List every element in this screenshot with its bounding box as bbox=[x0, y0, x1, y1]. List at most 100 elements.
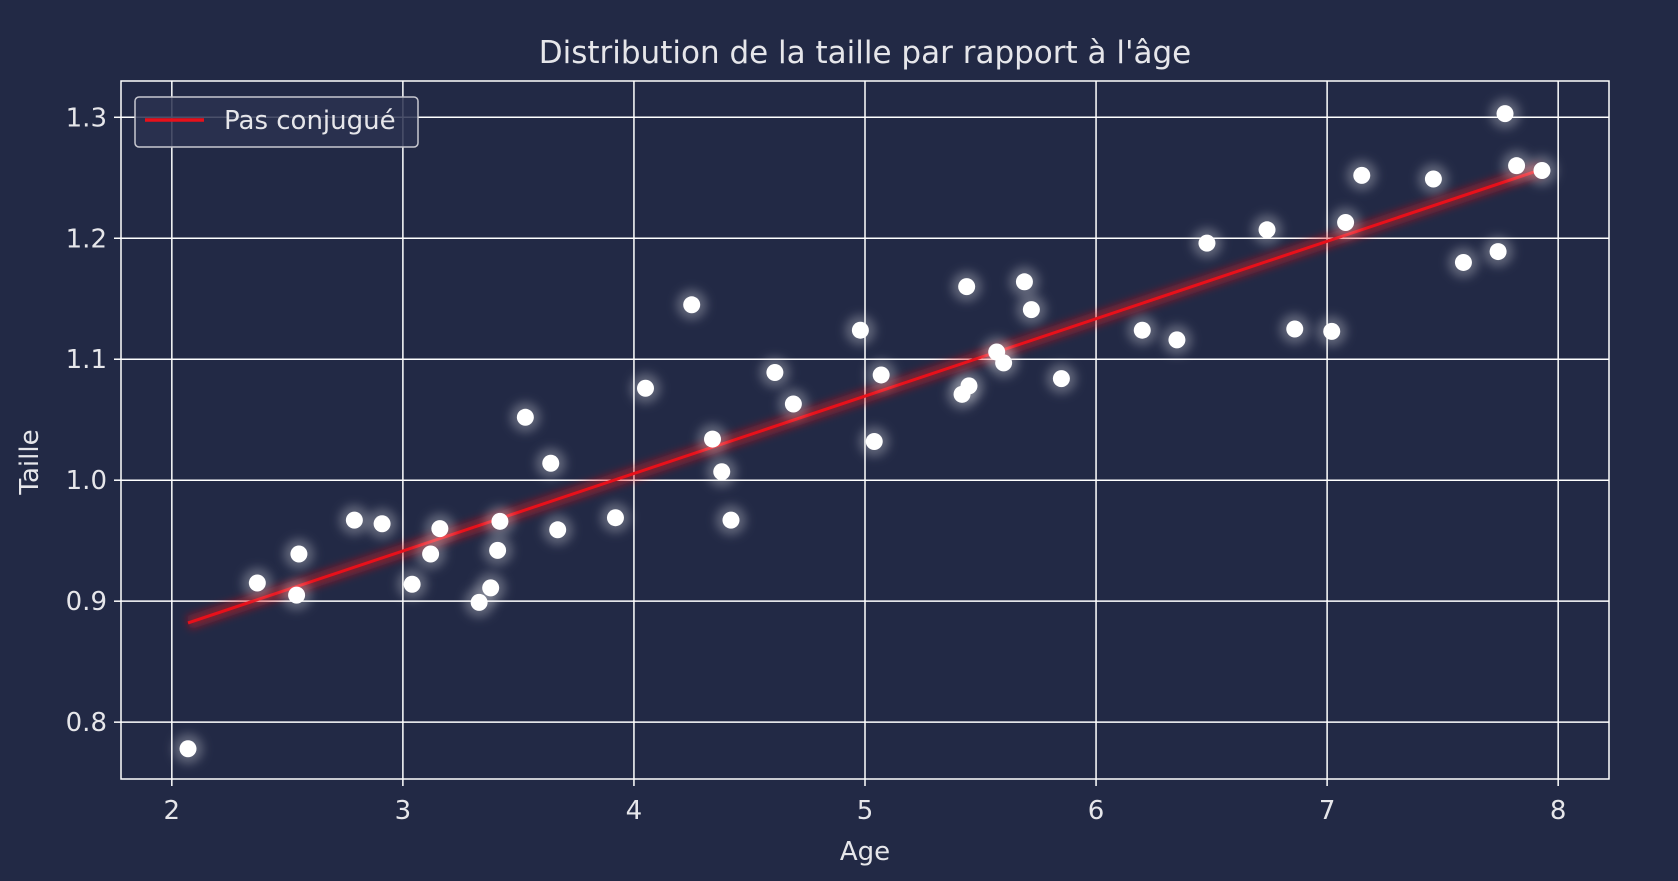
data-point bbox=[484, 506, 515, 537]
data-point-dot bbox=[403, 575, 421, 593]
data-point bbox=[859, 426, 890, 457]
data-point-dot bbox=[431, 520, 449, 538]
data-point-dot bbox=[636, 379, 654, 397]
data-point-dot bbox=[704, 430, 722, 448]
data-point bbox=[759, 357, 790, 388]
data-point bbox=[1316, 316, 1347, 347]
data-point-dot bbox=[549, 521, 567, 539]
data-point-dot bbox=[542, 454, 560, 472]
data-point-dot bbox=[288, 586, 306, 604]
data-point-dot bbox=[1508, 157, 1526, 175]
data-point bbox=[676, 289, 707, 320]
data-point bbox=[697, 424, 728, 455]
data-point-dot bbox=[1353, 166, 1371, 184]
data-point-dot bbox=[722, 511, 740, 529]
data-point bbox=[1046, 363, 1077, 394]
data-point-dot bbox=[1258, 221, 1276, 239]
data-point bbox=[706, 456, 737, 487]
fit-line-layer bbox=[185, 162, 1545, 630]
data-point-dot bbox=[1133, 321, 1151, 339]
data-point bbox=[1448, 247, 1479, 278]
x-tick-label: 6 bbox=[1088, 796, 1105, 826]
y-tick-label: 1.3 bbox=[66, 103, 107, 133]
legend-label: Pas conjugué bbox=[224, 106, 396, 136]
y-axis-label: Taille bbox=[15, 429, 45, 495]
data-point bbox=[475, 572, 506, 603]
data-point-dot bbox=[713, 463, 731, 481]
data-point bbox=[1501, 150, 1532, 181]
data-point bbox=[1016, 294, 1047, 325]
data-point bbox=[397, 569, 428, 600]
data-point bbox=[1279, 313, 1310, 344]
points-layer bbox=[173, 98, 1557, 764]
data-point bbox=[535, 448, 566, 479]
data-point bbox=[339, 505, 370, 536]
data-point-dot bbox=[1323, 322, 1341, 340]
data-point bbox=[1161, 324, 1192, 355]
data-point bbox=[951, 271, 982, 302]
data-point bbox=[1330, 207, 1361, 238]
data-point-dot bbox=[422, 545, 440, 563]
y-axis-ticks: 0.8 0.9 1.0 1.1 1.2 1.3 bbox=[66, 103, 121, 738]
data-point bbox=[600, 502, 631, 533]
data-point-dot bbox=[1168, 331, 1186, 349]
data-point bbox=[281, 580, 312, 611]
x-tick-label: 7 bbox=[1319, 796, 1336, 826]
x-tick-label: 4 bbox=[626, 796, 643, 826]
data-point-dot bbox=[489, 541, 507, 559]
data-point bbox=[845, 315, 876, 346]
data-point bbox=[1127, 315, 1158, 346]
data-point bbox=[173, 733, 204, 764]
data-point-dot bbox=[1489, 243, 1507, 261]
data-point-dot bbox=[1424, 170, 1442, 188]
legend: Pas conjugué bbox=[134, 96, 419, 148]
data-point bbox=[953, 370, 984, 401]
chart-title: Distribution de la taille par rapport à … bbox=[539, 35, 1192, 71]
data-point bbox=[866, 359, 897, 390]
data-point-dot bbox=[345, 511, 363, 529]
data-point bbox=[1483, 236, 1514, 267]
grid bbox=[121, 81, 1609, 779]
data-point bbox=[1526, 155, 1557, 186]
data-point-dot bbox=[851, 321, 869, 339]
x-tick-label: 8 bbox=[1550, 796, 1567, 826]
data-point bbox=[988, 347, 1019, 378]
data-point bbox=[367, 508, 398, 539]
data-point bbox=[424, 513, 455, 544]
data-point-dot bbox=[179, 740, 197, 758]
legend-box bbox=[134, 96, 419, 148]
data-point bbox=[1418, 163, 1449, 194]
data-point-dot bbox=[290, 545, 308, 563]
data-point-dot bbox=[1052, 370, 1070, 388]
fit-line bbox=[187, 167, 1543, 625]
data-point bbox=[283, 538, 314, 569]
data-point-dot bbox=[373, 515, 391, 533]
data-point-dot bbox=[1533, 162, 1551, 180]
data-point bbox=[242, 568, 273, 599]
data-point-dot bbox=[960, 377, 978, 395]
data-point-dot bbox=[1337, 214, 1355, 232]
data-point-dot bbox=[1022, 301, 1040, 319]
data-point bbox=[510, 402, 541, 433]
data-point-dot bbox=[766, 364, 784, 382]
data-point-dot bbox=[491, 512, 509, 530]
data-point bbox=[1346, 160, 1377, 191]
data-point-dot bbox=[958, 278, 976, 296]
y-tick-label: 0.9 bbox=[66, 587, 107, 617]
data-point bbox=[542, 514, 573, 545]
data-point-dot bbox=[865, 432, 883, 450]
x-tick-label: 5 bbox=[857, 796, 874, 826]
data-point bbox=[778, 388, 809, 419]
data-point bbox=[1252, 214, 1283, 245]
data-point-dot bbox=[516, 408, 534, 426]
data-point bbox=[1191, 228, 1222, 259]
data-point-dot bbox=[1454, 253, 1472, 271]
data-point-dot bbox=[1286, 320, 1304, 338]
data-point bbox=[1009, 266, 1040, 297]
data-point-dot bbox=[784, 395, 802, 413]
y-tick-label: 1.2 bbox=[66, 224, 107, 254]
y-tick-label: 1.1 bbox=[66, 345, 107, 375]
data-point-dot bbox=[683, 296, 701, 314]
data-point-dot bbox=[248, 574, 266, 592]
